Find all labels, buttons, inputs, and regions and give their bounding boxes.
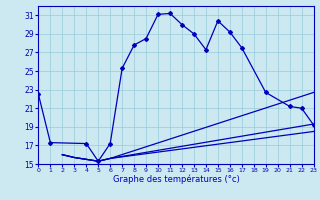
X-axis label: Graphe des températures (°c): Graphe des températures (°c) (113, 175, 239, 184)
